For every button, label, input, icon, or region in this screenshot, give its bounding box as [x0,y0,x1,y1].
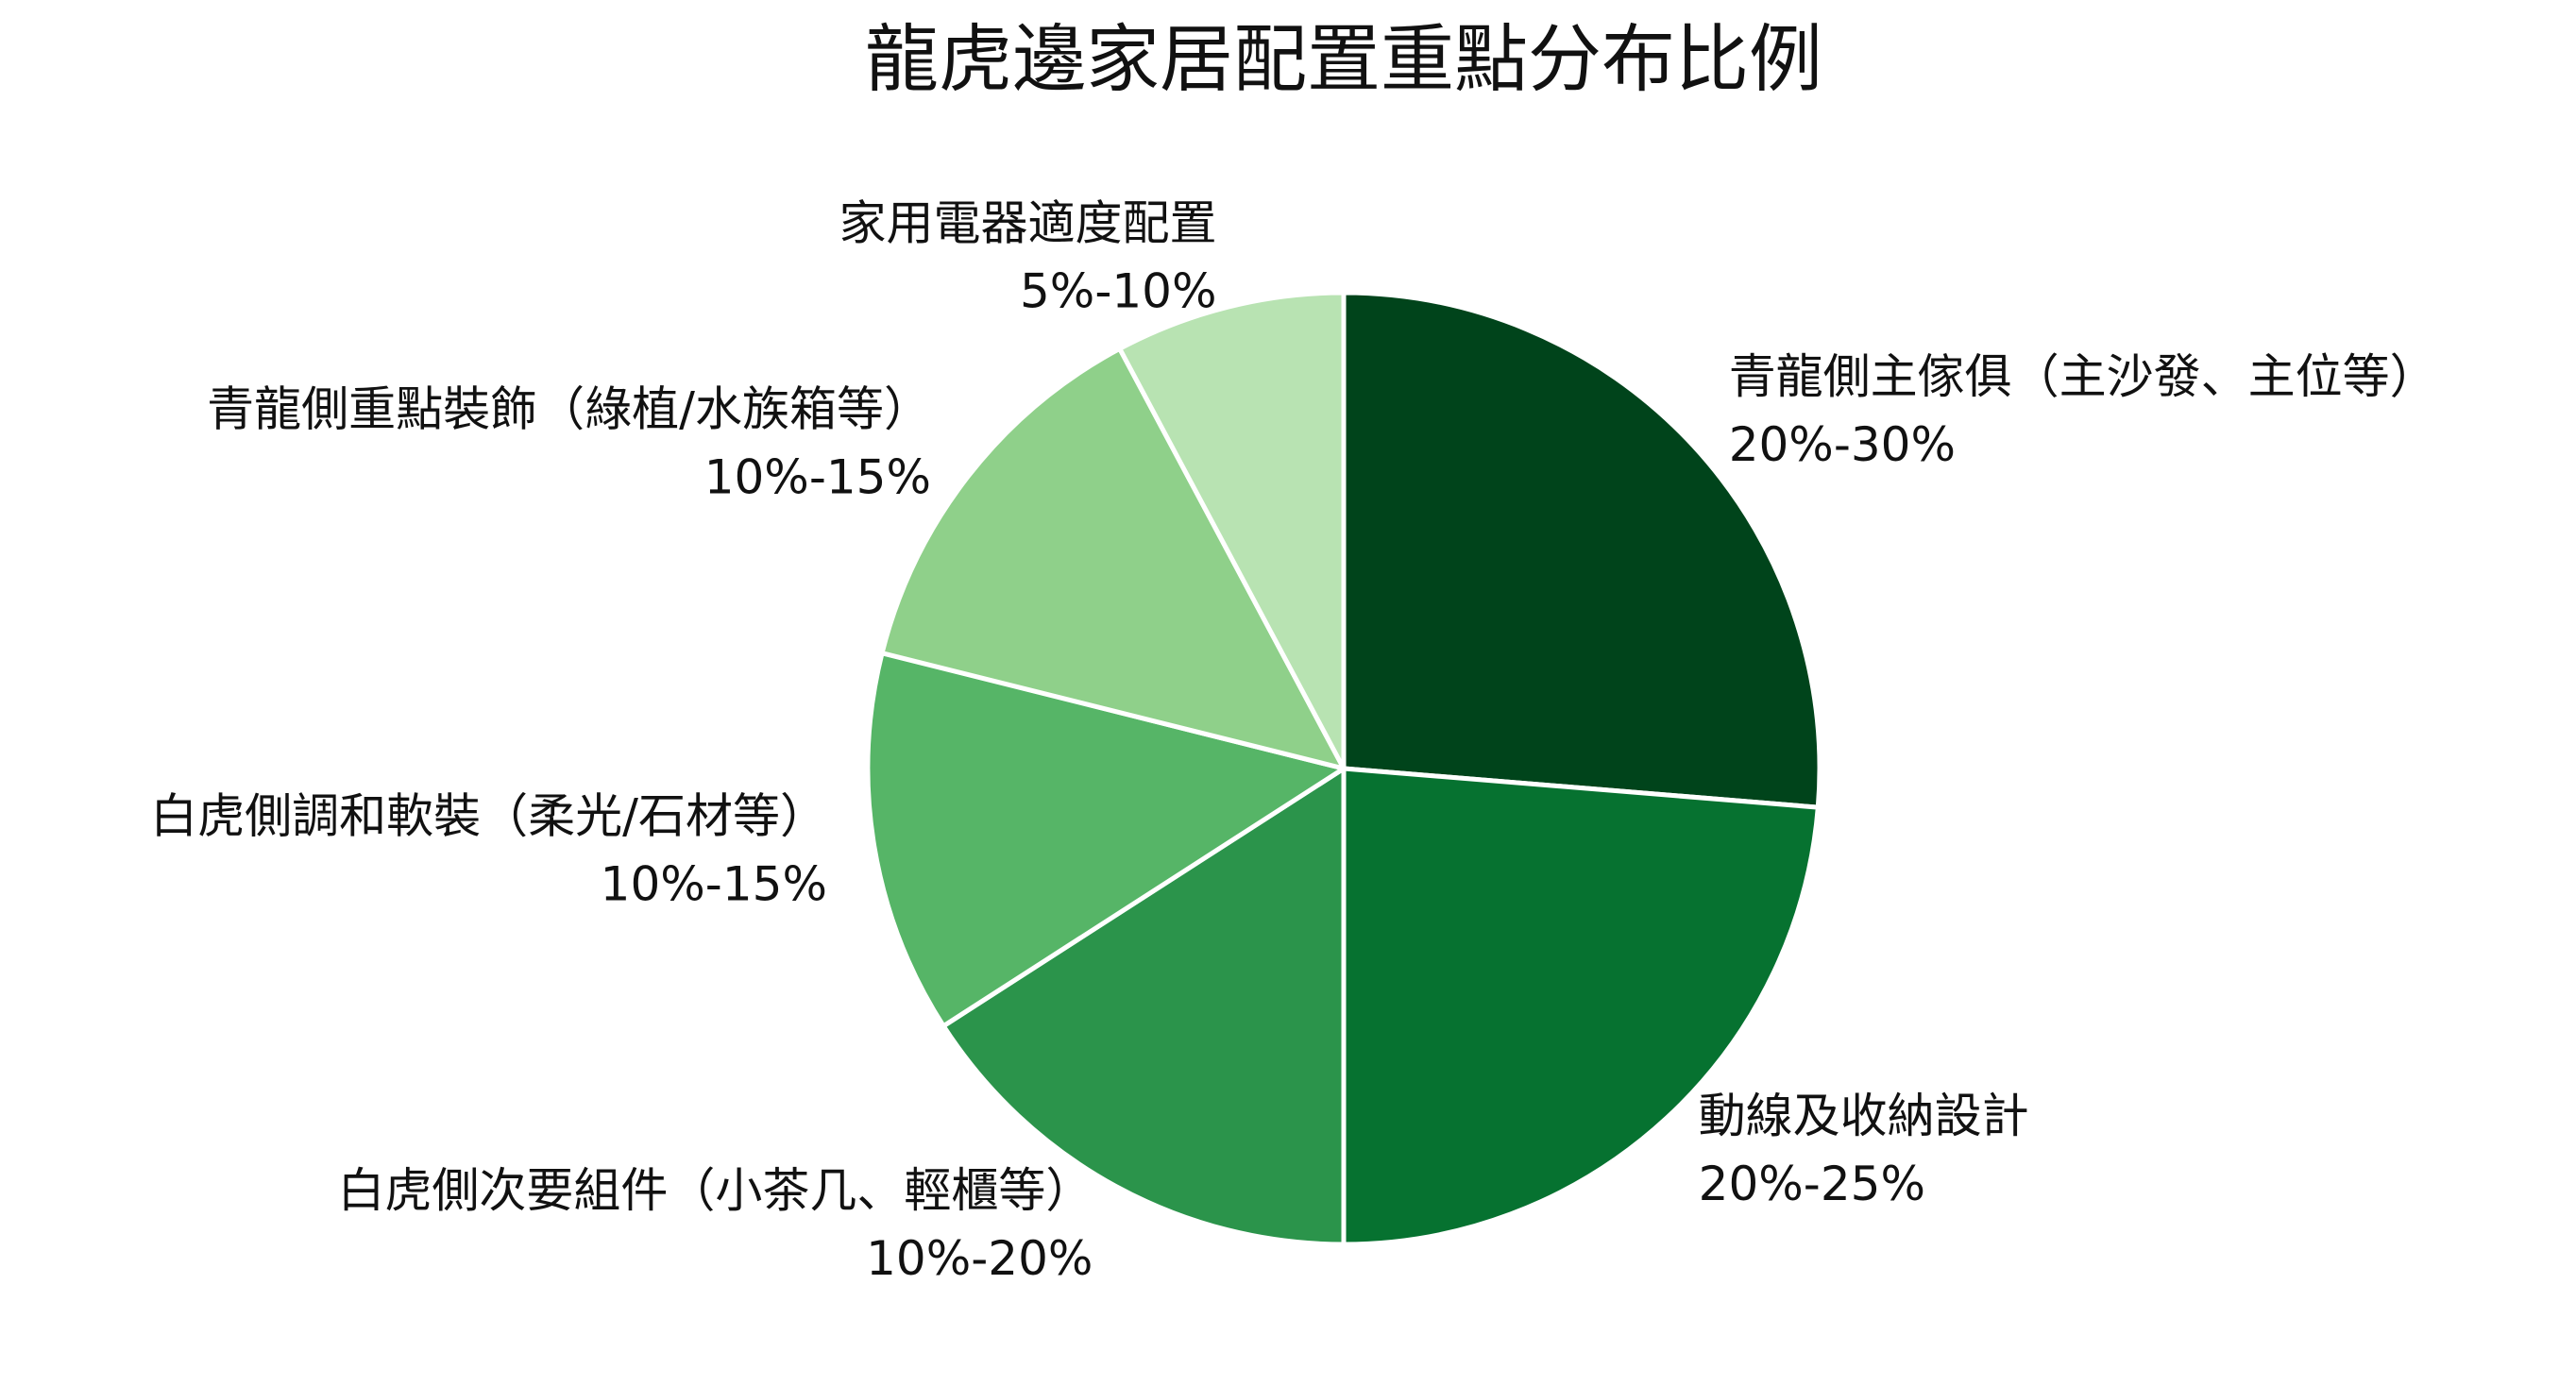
chart-title: 龍虎邊家居配置重點分布比例 [865,17,1822,102]
slice-label: 白虎側調和軟裝（柔光/石材等） [150,789,827,844]
slice-range-label: 10%-20% [866,1231,1093,1286]
slice-label: 青龍側主傢俱（主沙發、主位等） [1729,349,2437,404]
slice-range-label: 20%-30% [1729,417,1956,472]
slice-label: 青龍側重點裝飾（綠植/水族箱等） [207,381,931,436]
slice-label: 白虎側次要組件（小茶几、輕櫃等） [337,1163,1093,1218]
pie-slice [1341,766,1821,1247]
slice-label: 動線及收納設計 [1699,1089,2029,1143]
pie-slice [941,766,1347,1247]
slice-range-label: 20%-25% [1699,1157,1925,1211]
pie-slice [879,346,1347,771]
slice-range-label: 10%-15% [704,449,931,504]
pie-slice [1341,290,1822,810]
pie-slice [1117,290,1347,771]
slice-range-label: 5%-10% [1020,264,1217,319]
slice-label: 家用電器適度配置 [839,196,1217,251]
pie-slice [865,651,1347,1029]
slice-range-label: 10%-15% [601,857,827,912]
